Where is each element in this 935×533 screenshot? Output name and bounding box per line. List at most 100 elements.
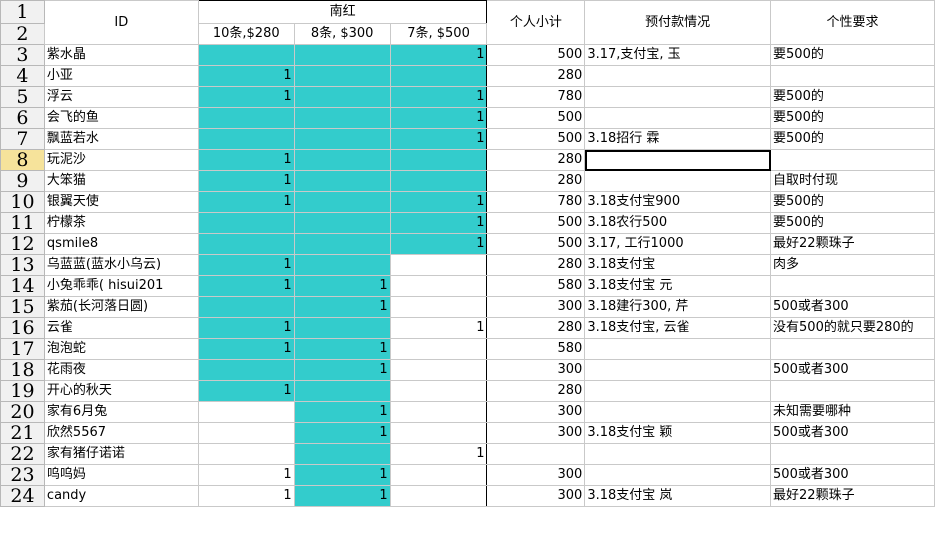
qty-c-cell[interactable]: [389, 275, 488, 297]
row-header[interactable]: 19: [0, 380, 45, 402]
table-row[interactable]: 12 qsmile8 1 500 3.17, 工行1000 最好22颗珠子: [0, 233, 935, 255]
qty-c-cell[interactable]: 1: [389, 86, 488, 108]
request-cell[interactable]: 要500的: [770, 107, 935, 129]
qty-a-cell[interactable]: [197, 107, 295, 129]
request-cell[interactable]: 500或者300: [770, 422, 935, 444]
qty-c-cell[interactable]: [389, 149, 488, 171]
subtotal-cell[interactable]: 780: [486, 86, 586, 108]
row-header[interactable]: 16: [0, 317, 45, 339]
prepay-cell[interactable]: 3.18支付宝 岚: [584, 485, 772, 507]
qty-b-cell[interactable]: 1: [293, 464, 391, 486]
id-cell[interactable]: 泡泡蛇: [43, 338, 199, 360]
qty-a-cell[interactable]: [197, 401, 295, 423]
id-cell[interactable]: 大笨猫: [43, 170, 199, 192]
request-cell[interactable]: 要500的: [770, 191, 935, 213]
subtotal-cell[interactable]: [486, 443, 586, 465]
id-cell[interactable]: 乌蓝蓝(蓝水小乌云): [43, 254, 199, 276]
row-header[interactable]: 12: [0, 233, 45, 255]
prepay-cell[interactable]: [584, 65, 772, 87]
qty-a-cell[interactable]: [197, 443, 295, 465]
table-row[interactable]: 24 candy 1 1 300 3.18支付宝 岚最好22颗珠子: [0, 485, 935, 507]
qty-a-cell[interactable]: [197, 128, 295, 150]
qty-a-cell[interactable]: 1: [197, 338, 295, 360]
qty-a-cell[interactable]: [197, 296, 295, 318]
request-cell[interactable]: [770, 380, 935, 402]
row-header[interactable]: 6: [0, 107, 45, 129]
qty-b-cell[interactable]: [293, 128, 391, 150]
row-header[interactable]: 23: [0, 464, 45, 486]
prepay-cell[interactable]: 3.17,支付宝, 玉: [584, 44, 772, 66]
qty-b-cell[interactable]: [293, 149, 391, 171]
prepay-cell[interactable]: [584, 86, 772, 108]
id-cell[interactable]: 小兔乖乖( hisui201: [43, 275, 199, 297]
qty-c-cell[interactable]: [389, 338, 488, 360]
qty-b-cell[interactable]: [293, 86, 391, 108]
prepay-cell[interactable]: [584, 170, 772, 192]
request-cell[interactable]: 500或者300: [770, 296, 935, 318]
table-row[interactable]: 9 大笨猫 1 280 自取时付现: [0, 170, 935, 192]
prepay-cell[interactable]: [584, 443, 772, 465]
id-cell[interactable]: 浮云: [43, 86, 199, 108]
request-cell[interactable]: 要500的: [770, 44, 935, 66]
qty-a-cell[interactable]: [197, 233, 295, 255]
subtotal-cell[interactable]: 500: [486, 212, 586, 234]
qty-b-cell[interactable]: 1: [293, 338, 391, 360]
id-cell[interactable]: 开心的秋天: [43, 380, 199, 402]
qty-c-cell[interactable]: [389, 170, 488, 192]
subtotal-cell[interactable]: 300: [486, 485, 586, 507]
prepay-cell[interactable]: 3.18支付宝 元: [584, 275, 772, 297]
subtotal-cell[interactable]: 580: [486, 338, 586, 360]
prepay-header[interactable]: 预付款情况: [584, 0, 772, 45]
qty-a-cell[interactable]: [197, 359, 295, 381]
request-cell[interactable]: 肉多: [770, 254, 935, 276]
subtotal-cell[interactable]: 280: [486, 317, 586, 339]
subtotal-cell[interactable]: 780: [486, 191, 586, 213]
table-row[interactable]: 19 开心的秋天 1 280: [0, 380, 935, 402]
qty-c-cell[interactable]: 1: [389, 44, 488, 66]
table-row[interactable]: 18 花雨夜 1 300 500或者300: [0, 359, 935, 381]
qty-a-cell[interactable]: 1: [197, 149, 295, 171]
row-header[interactable]: 18: [0, 359, 45, 381]
prepay-cell[interactable]: [584, 464, 772, 486]
row-header[interactable]: 17: [0, 338, 45, 360]
table-row[interactable]: 17 泡泡蛇 1 1 580: [0, 338, 935, 360]
qty-a-cell[interactable]: [197, 212, 295, 234]
row-header[interactable]: 21: [0, 422, 45, 444]
qty-b-cell[interactable]: [293, 65, 391, 87]
col-c-header[interactable]: 7条, $500: [389, 23, 488, 45]
qty-c-cell[interactable]: 1: [389, 128, 488, 150]
id-cell[interactable]: 家有6月兔: [43, 401, 199, 423]
request-cell[interactable]: 500或者300: [770, 464, 935, 486]
qty-c-cell[interactable]: [389, 380, 488, 402]
prepay-cell[interactable]: 3.18建行300, 芹: [584, 296, 772, 318]
row-header[interactable]: 9: [0, 170, 45, 192]
prepay-cell[interactable]: 3.17, 工行1000: [584, 233, 772, 255]
qty-b-cell[interactable]: 1: [293, 401, 391, 423]
qty-b-cell[interactable]: [293, 212, 391, 234]
qty-c-cell[interactable]: 1: [389, 233, 488, 255]
table-row[interactable]: 6 会飞的鱼 1 500 要500的: [0, 107, 935, 129]
subtotal-header[interactable]: 个人小计: [486, 0, 586, 45]
request-cell[interactable]: [770, 443, 935, 465]
id-cell[interactable]: 花雨夜: [43, 359, 199, 381]
table-row[interactable]: 3 紫水晶 1 500 3.17,支付宝, 玉要500的: [0, 44, 935, 66]
group-header-nanhong[interactable]: 南红: [197, 0, 488, 24]
subtotal-cell[interactable]: 280: [486, 170, 586, 192]
qty-b-cell[interactable]: 1: [293, 359, 391, 381]
qty-b-cell[interactable]: [293, 191, 391, 213]
request-cell[interactable]: 最好22颗珠子: [770, 233, 935, 255]
table-row[interactable]: 7 飘蓝若水 1 500 3.18招行 霖要500的: [0, 128, 935, 150]
request-cell[interactable]: [770, 65, 935, 87]
qty-c-cell[interactable]: [389, 296, 488, 318]
row-header[interactable]: 7: [0, 128, 45, 150]
qty-a-cell[interactable]: 1: [197, 317, 295, 339]
id-cell[interactable]: 银翼天使: [43, 191, 199, 213]
qty-c-cell[interactable]: [389, 359, 488, 381]
prepay-cell[interactable]: [584, 380, 772, 402]
id-cell[interactable]: 紫茄(长河落日圆): [43, 296, 199, 318]
subtotal-cell[interactable]: 300: [486, 401, 586, 423]
subtotal-cell[interactable]: 280: [486, 149, 586, 171]
id-cell[interactable]: 柠檬茶: [43, 212, 199, 234]
qty-c-cell[interactable]: 1: [389, 107, 488, 129]
request-cell[interactable]: 未知需要哪种: [770, 401, 935, 423]
